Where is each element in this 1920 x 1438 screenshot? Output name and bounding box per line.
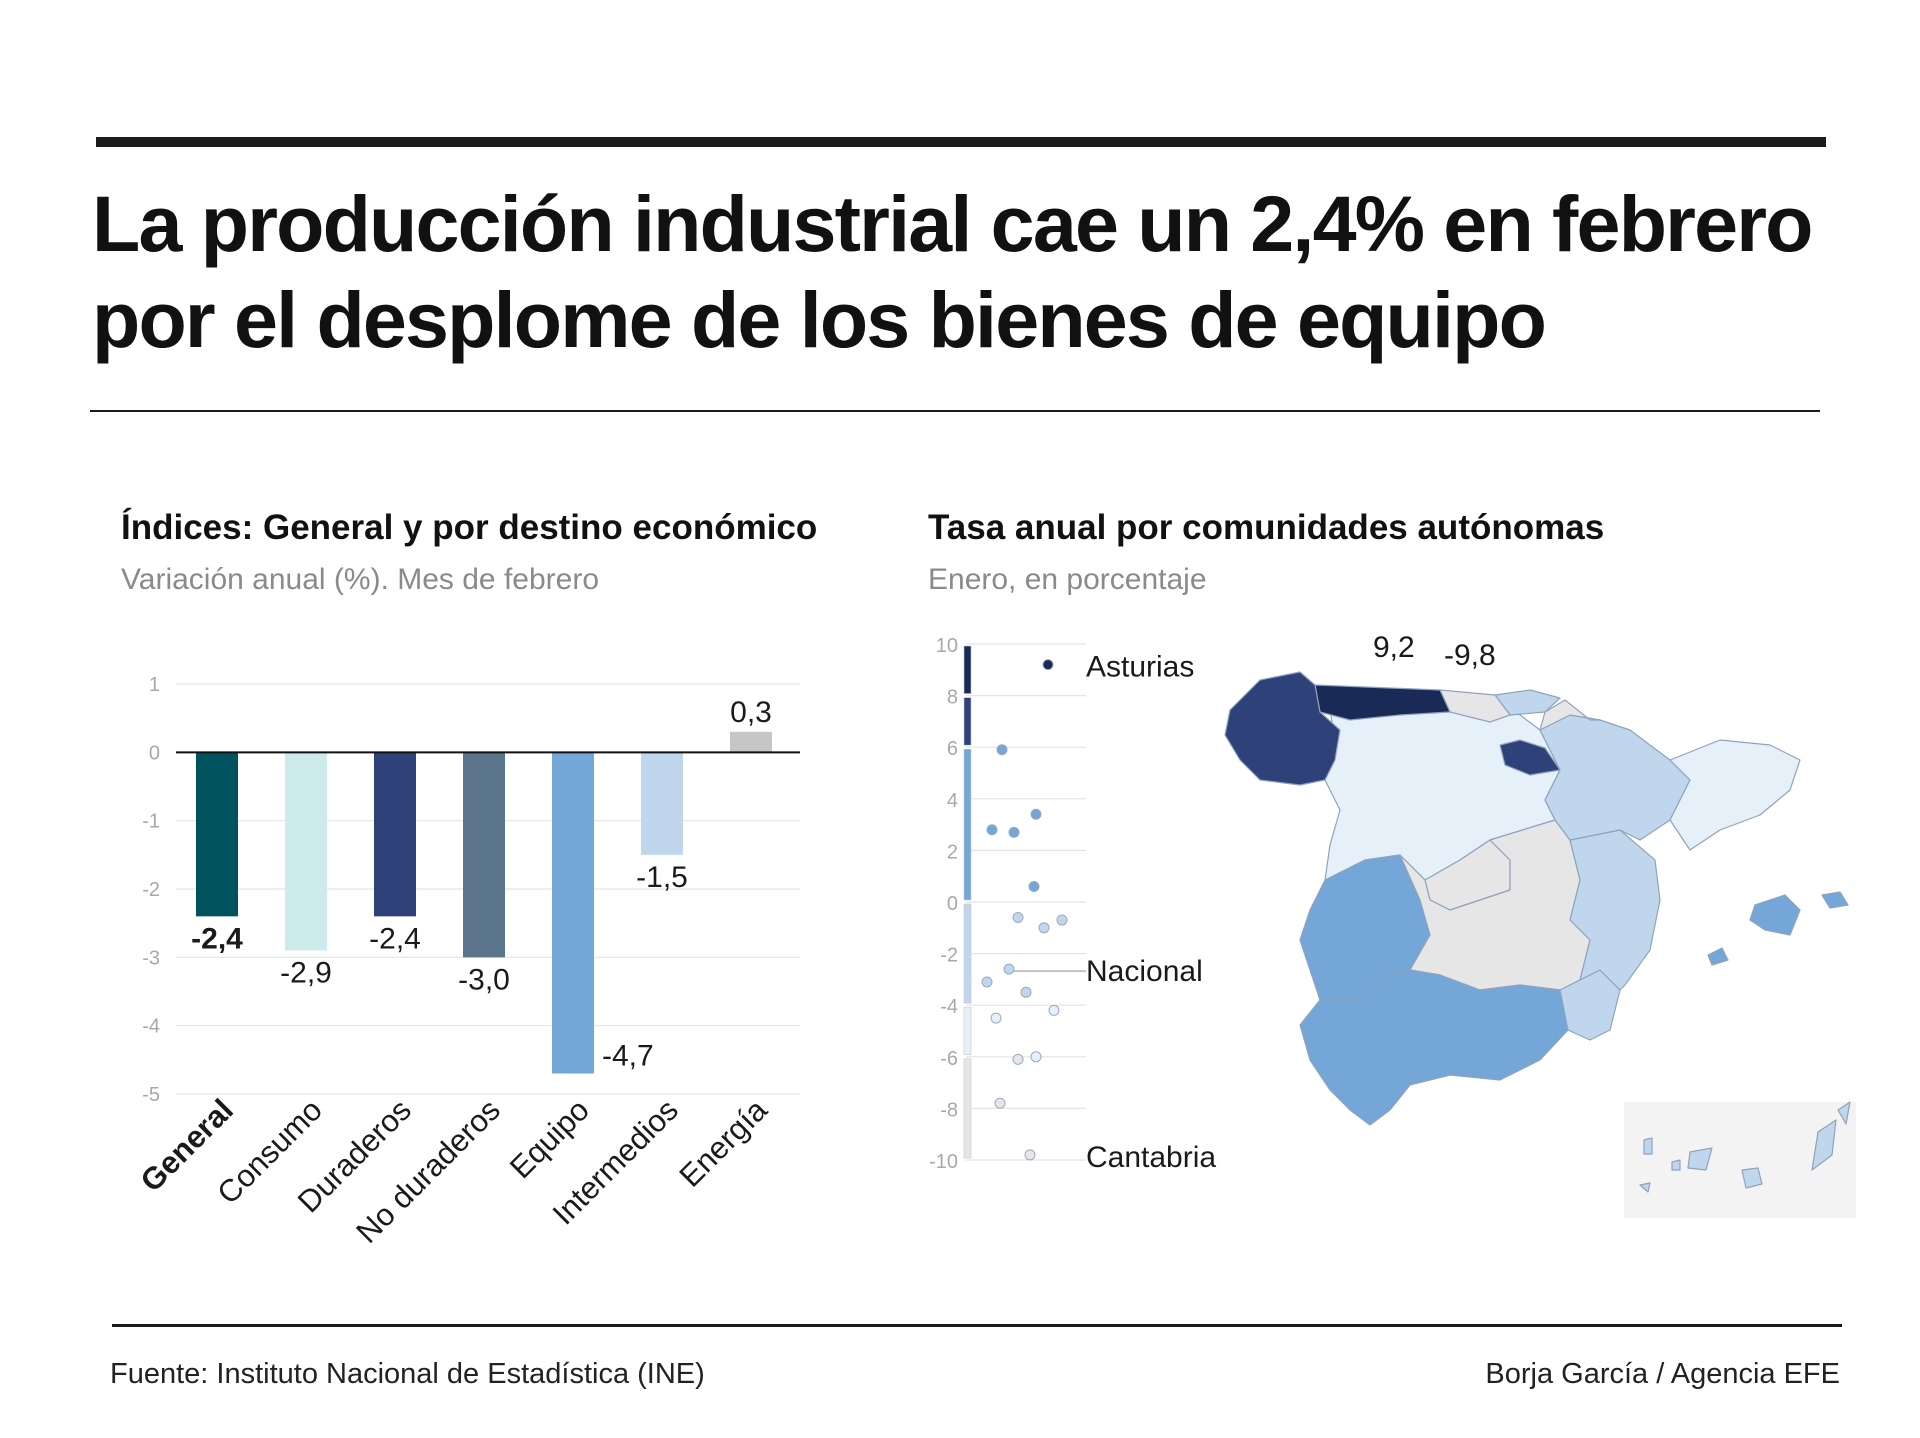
region-dot (986, 824, 998, 836)
bar-y-tick: -1 (142, 811, 160, 833)
map-region-aragon (1539, 714, 1691, 841)
top-rule (96, 137, 1826, 147)
bar-consumo (285, 752, 327, 951)
bar-chart-title: Índices: General y por destino económico (121, 508, 818, 547)
bar-value-label: -2,4 (191, 922, 243, 955)
region-dot (1030, 1051, 1042, 1063)
dot-y-tick: 2 (947, 841, 958, 863)
map-region-baleares-ibiza (1707, 947, 1729, 966)
region-dot (1012, 911, 1024, 923)
bar-y-tick: 1 (149, 674, 160, 696)
region-dot (1008, 826, 1020, 838)
dot-y-tick: 10 (936, 635, 958, 657)
dot-y-tick: 8 (947, 687, 958, 709)
region-dot (1048, 1004, 1060, 1016)
color-scale-band (963, 1006, 972, 1056)
region-dot (1056, 914, 1068, 926)
color-scale-band (963, 645, 972, 694)
region-dot (981, 976, 993, 988)
bar-value-label: -3,0 (458, 963, 510, 996)
bar-y-tick: -4 (142, 1016, 160, 1038)
map-region-canarias-el-hierro (1639, 1182, 1651, 1193)
color-scale-band (963, 903, 972, 1004)
bar-value-label: -2,4 (369, 922, 421, 955)
map-region-galicia (1224, 671, 1341, 786)
map-region-canarias-fuerteventura (1811, 1119, 1837, 1171)
dot-y-tick: -8 (940, 1099, 958, 1121)
bar-duraderos (374, 752, 416, 917)
dot-y-tick: -10 (929, 1151, 958, 1173)
bar-no-duraderos (463, 752, 505, 958)
headline-divider (90, 410, 1820, 412)
dot-annotation-label: Cantabria (1086, 1141, 1216, 1174)
map-region-baleares-mallorca (1749, 894, 1801, 936)
region-dot (994, 1097, 1006, 1109)
dot-y-tick: -4 (940, 996, 958, 1018)
dot-y-tick: -6 (940, 1048, 958, 1070)
region-dot (1028, 881, 1040, 893)
dot-y-tick: 4 (947, 790, 958, 812)
map-region-canarias-la-gomera (1671, 1159, 1681, 1171)
bar-energia (730, 731, 772, 753)
region-dot (1003, 963, 1015, 975)
map-region-valencia (1569, 829, 1661, 991)
bar-value-label: -1,5 (636, 861, 688, 894)
bar-value-label: -4,7 (602, 1040, 654, 1073)
region-dot (1020, 986, 1032, 998)
bar-y-tick: -5 (142, 1084, 160, 1106)
region-dot (1038, 922, 1050, 934)
map-region-canarias-la-palma (1643, 1137, 1653, 1155)
bar-equipo (552, 752, 594, 1074)
map-region-la-rioja (1499, 739, 1561, 776)
bar-y-tick: 0 (149, 742, 160, 764)
map-region-andalucia (1299, 969, 1569, 1126)
dot-y-tick: 0 (947, 893, 958, 915)
bar-general (196, 752, 238, 917)
bar-chart-subtitle: Variación anual (%). Mes de febrero (121, 563, 600, 596)
region-dot (1042, 659, 1054, 671)
bar-y-tick: -2 (142, 879, 160, 901)
region-dot (1030, 808, 1042, 820)
region-dot (996, 744, 1008, 756)
color-scale-band (963, 697, 972, 746)
map-region-baleares-menorca (1821, 891, 1849, 909)
region-dot (1024, 1149, 1036, 1161)
dot-annotation-label: Asturias (1086, 651, 1194, 684)
map-subtitle: Enero, en porcentaje (928, 563, 1207, 596)
region-dot (990, 1012, 1002, 1024)
map-region-cataluna (1669, 739, 1801, 851)
map-region-canarias-gran-canaria (1741, 1167, 1763, 1189)
map-region-canarias-tenerife (1687, 1147, 1713, 1171)
map-label-cantabria: -9,8 (1444, 639, 1496, 672)
map-region-asturias (1314, 684, 1451, 721)
map-label-asturias: 9,2 (1373, 631, 1415, 664)
dot-annotation-label: Nacional (1086, 955, 1203, 988)
dot-y-tick: 6 (947, 738, 958, 760)
bar-intermedios (641, 752, 683, 855)
footer-rule (112, 1324, 1842, 1327)
map-region-canarias-lanzarote (1837, 1101, 1851, 1125)
region-dot (1012, 1053, 1024, 1065)
source-note: Fuente: Instituto Nacional de Estadístic… (110, 1358, 705, 1390)
color-scale-band (963, 1058, 972, 1159)
headline: La producción industrial cae un 2,4% en … (92, 179, 1813, 364)
credit-note: Borja García / Agencia EFE (1485, 1358, 1840, 1390)
bar-value-label: -2,9 (280, 957, 332, 990)
color-scale-band (963, 748, 972, 901)
map-title: Tasa anual por comunidades autónomas (928, 508, 1605, 547)
bar-y-tick: -3 (142, 947, 160, 969)
dot-y-tick: -2 (940, 945, 958, 967)
bar-value-label: 0,3 (730, 696, 772, 729)
